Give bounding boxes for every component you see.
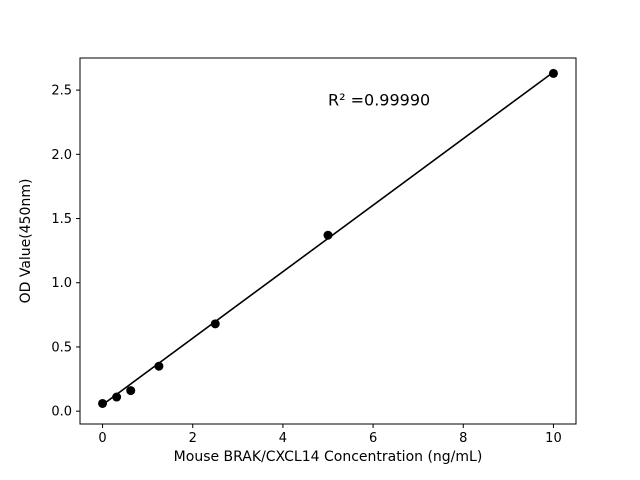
x-tick-label: 4 — [279, 431, 287, 446]
data-point — [210, 319, 220, 329]
data-point — [126, 386, 136, 396]
x-tick-label: 8 — [459, 431, 467, 446]
x-tick-label: 10 — [545, 431, 562, 446]
x-axis-label: Mouse BRAK/CXCL14 Concentration (ng/mL) — [174, 449, 483, 465]
data-point — [548, 68, 558, 78]
data-point — [98, 398, 108, 408]
y-tick-label: 2.5 — [51, 84, 72, 99]
data-point — [112, 392, 122, 402]
y-tick-label: 2.0 — [51, 148, 72, 163]
y-tick-label: 0.0 — [51, 405, 72, 420]
data-point — [154, 361, 164, 371]
y-tick-label: 1.0 — [51, 276, 72, 291]
data-point — [323, 230, 333, 240]
plot-border — [79, 57, 577, 425]
r-squared-annotation: R² =0.99990 — [328, 91, 430, 110]
y-tick-label: 0.5 — [51, 340, 72, 355]
y-tick-label: 1.5 — [51, 212, 72, 227]
x-tick-label: 2 — [189, 431, 197, 446]
y-axis-label: OD Value(450nm) — [18, 179, 34, 304]
x-tick-label: 0 — [98, 431, 106, 446]
x-tick-label: 6 — [369, 431, 377, 446]
